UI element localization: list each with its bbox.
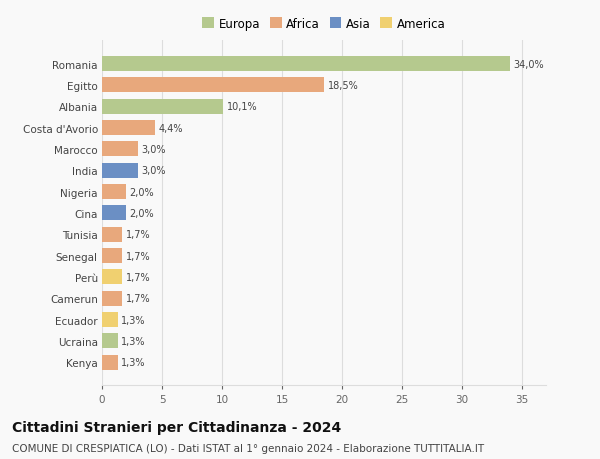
Text: 1,7%: 1,7% (126, 251, 151, 261)
Text: 1,3%: 1,3% (121, 358, 146, 368)
Text: 2,0%: 2,0% (130, 187, 154, 197)
Bar (102, 163, 138, 178)
Text: 3,0%: 3,0% (142, 145, 166, 155)
Bar (102, 227, 122, 242)
Bar (102, 334, 118, 349)
Text: 1,3%: 1,3% (121, 336, 146, 346)
Text: 10,1%: 10,1% (227, 102, 257, 112)
Bar (102, 355, 118, 370)
Bar (102, 121, 155, 136)
Text: 1,7%: 1,7% (126, 230, 151, 240)
Text: 2,0%: 2,0% (130, 208, 154, 218)
Text: 1,3%: 1,3% (121, 315, 146, 325)
Text: 18,5%: 18,5% (328, 81, 358, 91)
Bar (102, 270, 122, 285)
Text: 1,7%: 1,7% (126, 294, 151, 303)
Text: 3,0%: 3,0% (142, 166, 166, 176)
Text: 34,0%: 34,0% (514, 59, 544, 69)
Bar (102, 57, 510, 72)
Bar (102, 206, 126, 221)
Bar (102, 249, 122, 263)
Bar (102, 185, 126, 200)
Text: COMUNE DI CRESPIATICA (LO) - Dati ISTAT al 1° gennaio 2024 - Elaborazione TUTTIT: COMUNE DI CRESPIATICA (LO) - Dati ISTAT … (12, 443, 484, 453)
Text: 4,4%: 4,4% (158, 123, 183, 133)
Bar (102, 100, 223, 114)
Bar (102, 313, 118, 327)
Text: 1,7%: 1,7% (126, 272, 151, 282)
Bar (102, 142, 138, 157)
Legend: Europa, Africa, Asia, America: Europa, Africa, Asia, America (197, 13, 451, 35)
Bar (102, 78, 324, 93)
Text: Cittadini Stranieri per Cittadinanza - 2024: Cittadini Stranieri per Cittadinanza - 2… (12, 420, 341, 434)
Bar (102, 291, 122, 306)
